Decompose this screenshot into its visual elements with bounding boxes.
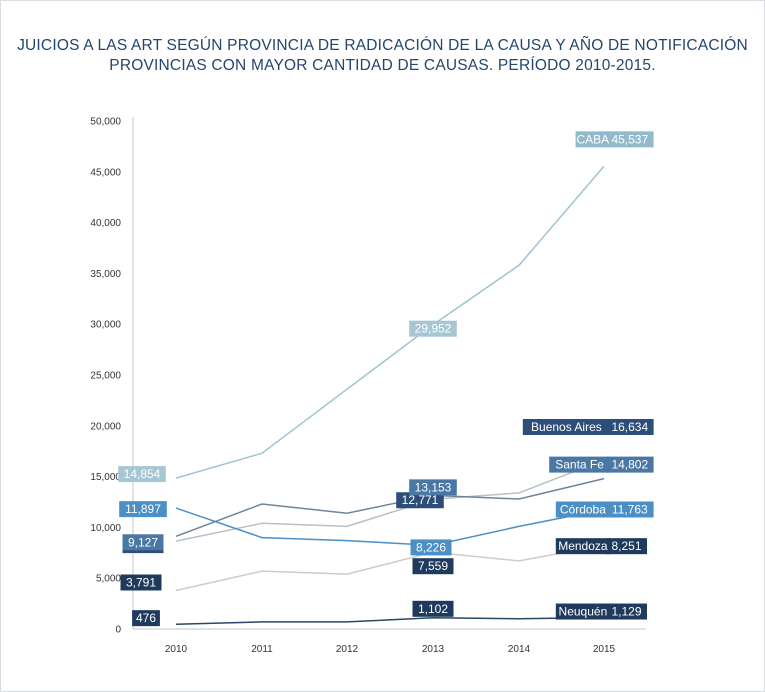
series-line-buenos-aires: [175, 459, 605, 542]
data-label-santa-fe-2015-bg: [606, 456, 654, 473]
chart-title: JUICIOS A LAS ART SEGÚN PROVINCIA DE RAD…: [17, 37, 748, 54]
data-label-santa-fe-2010: 9,127: [122, 534, 164, 551]
data-label-mendoza-2015: 8,251: [606, 538, 647, 555]
y-tick-label: 45,000: [90, 167, 121, 178]
series-name-label-santa-fe-text: Santa Fe: [555, 458, 604, 472]
data-label-mendoza-2013: 7,559: [412, 558, 454, 575]
data-label-buenos-aires-2013-bg: [396, 492, 444, 509]
data-label-cordoba-2015-bg: [606, 501, 654, 518]
data-label-cordoba-2010-text: 11,897: [125, 502, 161, 516]
data-label-cordoba-2010: 11,897: [119, 501, 167, 518]
data-label-caba-2015: 45,537: [606, 131, 654, 148]
series-name-label-caba-bg: [575, 131, 610, 148]
data-label-cordoba-2015: 11,763: [606, 501, 654, 518]
data-label-caba-2010-bg: [118, 466, 166, 483]
data-label-mendoza-2010: 3,791: [120, 574, 162, 591]
x-tick-label: 2011: [251, 644, 273, 655]
axes: 0 5,000 10,000 15,000 20,000 25,000 30,000 35,0…: [90, 117, 646, 655]
series-name-label-cordoba: Córdoba: [555, 501, 610, 518]
y-tick-label: 25,000: [90, 371, 121, 382]
y-tick-label: 20,000: [90, 421, 121, 432]
data-label-caba-2013-bg: [409, 320, 457, 337]
series-lines: [175, 165, 605, 625]
series-name-label-mendoza-text: Mendoza: [558, 539, 608, 553]
series-line-mendoza: [175, 544, 605, 592]
series-name-label-mendoza: Mendoza: [555, 538, 610, 555]
data-label-neuquen-2013: 1,102: [412, 600, 454, 617]
data-label-cordoba-2015-text: 11,763: [612, 502, 648, 516]
data-label-caba-2015-bg: [606, 131, 654, 148]
series-line-cordoba: [175, 507, 605, 547]
data-label-santa-fe-2015: 14,802: [606, 456, 654, 473]
data-labels: 14,85429,95245,537CABA8,65112,77116,634B…: [118, 131, 654, 627]
data-label-caba-2013-text: 29,952: [415, 322, 452, 336]
y-tick-label: 30,000: [90, 320, 121, 331]
data-label-neuquen-2010-bg: [132, 610, 160, 627]
data-label-santa-fe-2013-bg: [409, 479, 457, 496]
y-tick-label: 0: [115, 625, 121, 636]
y-tick-label: 35,000: [90, 269, 121, 280]
series-name-label-cordoba-bg: [555, 501, 610, 518]
data-label-santa-fe-2010-bg: [122, 534, 164, 551]
data-label-mendoza-2010-bg: [120, 574, 162, 591]
data-label-buenos-aires-2015-bg: [606, 418, 654, 435]
x-tick-label: 2013: [422, 644, 445, 655]
data-label-caba-2010-text: 14,854: [124, 467, 161, 481]
series-name-label-buenos-aires-bg: [522, 418, 610, 435]
data-label-buenos-aires-2013-text: 12,771: [402, 493, 439, 507]
x-tick-label: 2012: [336, 644, 359, 655]
data-label-neuquen-2015: 1,129: [606, 603, 647, 620]
data-label-santa-fe-2013: 13,153: [409, 479, 457, 496]
y-tick-label: 40,000: [90, 218, 121, 229]
series-line-caba: [175, 165, 605, 479]
y-tick-label: 10,000: [90, 523, 121, 534]
data-label-buenos-aires-2015: 16,634: [606, 418, 654, 435]
x-tick-label: 2014: [508, 644, 531, 655]
series-line-santa-fe: [175, 477, 605, 538]
x-tick-label: 2010: [165, 644, 188, 655]
data-label-buenos-aires-2013: 12,771: [396, 492, 444, 509]
data-label-santa-fe-2010-text: 9,127: [128, 535, 158, 549]
data-label-mendoza-2010-text: 3,791: [126, 575, 156, 589]
data-label-neuquen-2013-text: 1,102: [418, 602, 448, 616]
data-label-caba-2015-text: 45,537: [611, 132, 648, 146]
chart-subtitle: PROVINCIAS CON MAYOR CANTIDAD DE CAUSAS.…: [109, 57, 656, 74]
data-label-cordoba-2010-bg: [119, 501, 167, 518]
data-label-cordoba-2013-text: 8,226: [416, 540, 446, 554]
data-label-neuquen-2010: 476: [132, 610, 160, 627]
data-label-mendoza-2013-text: 7,559: [418, 559, 448, 573]
series-name-label-santa-fe: Santa Fe: [549, 456, 610, 473]
data-label-mendoza-2015-bg: [606, 538, 647, 555]
data-label-cordoba-2013: 8,226: [410, 539, 452, 556]
data-label-neuquen-2015-bg: [606, 603, 647, 620]
series-name-label-santa-fe-bg: [549, 456, 610, 473]
x-tick-label: 2015: [593, 644, 616, 655]
data-label-santa-fe-2015-text: 14,802: [611, 458, 648, 472]
data-label-mendoza-2015-text: 8,251: [611, 539, 641, 553]
data-label-santa-fe-2013-text: 13,153: [415, 480, 452, 494]
series-name-label-buenos-aires: Buenos Aires: [522, 418, 610, 435]
data-label-buenos-aires-2015-text: 16,634: [611, 420, 648, 434]
data-label-mendoza-2013-bg: [412, 558, 454, 575]
chart-title-block: JUICIOS A LAS ART SEGÚN PROVINCIA DE RAD…: [0, 36, 765, 76]
y-tick-label: 5,000: [96, 574, 121, 585]
series-name-label-caba-text: CABA: [576, 132, 609, 146]
series-name-label-neuquen-text: Neuquén: [559, 605, 608, 619]
y-tick-label: 15,000: [90, 472, 121, 483]
data-label-cordoba-2013-bg: [410, 539, 452, 556]
series-name-label-mendoza-bg: [555, 538, 610, 555]
data-label-neuquen-2010-text: 476: [136, 611, 156, 625]
data-label-caba-2010: 14,854: [118, 466, 166, 483]
series-line-neuquen: [175, 616, 605, 625]
series-name-label-cordoba-text: Córdoba: [560, 502, 606, 516]
data-label-caba-2013: 29,952: [409, 320, 457, 337]
series-name-label-caba: CABA: [575, 131, 610, 148]
series-name-label-neuquen: Neuquén: [555, 603, 610, 620]
series-name-label-neuquen-bg: [555, 603, 610, 620]
data-label-neuquen-2013-bg: [412, 600, 454, 617]
y-tick-label: 50,000: [90, 117, 121, 128]
data-label-neuquen-2015-text: 1,129: [611, 605, 641, 619]
series-name-label-buenos-aires-text: Buenos Aires: [531, 420, 602, 434]
